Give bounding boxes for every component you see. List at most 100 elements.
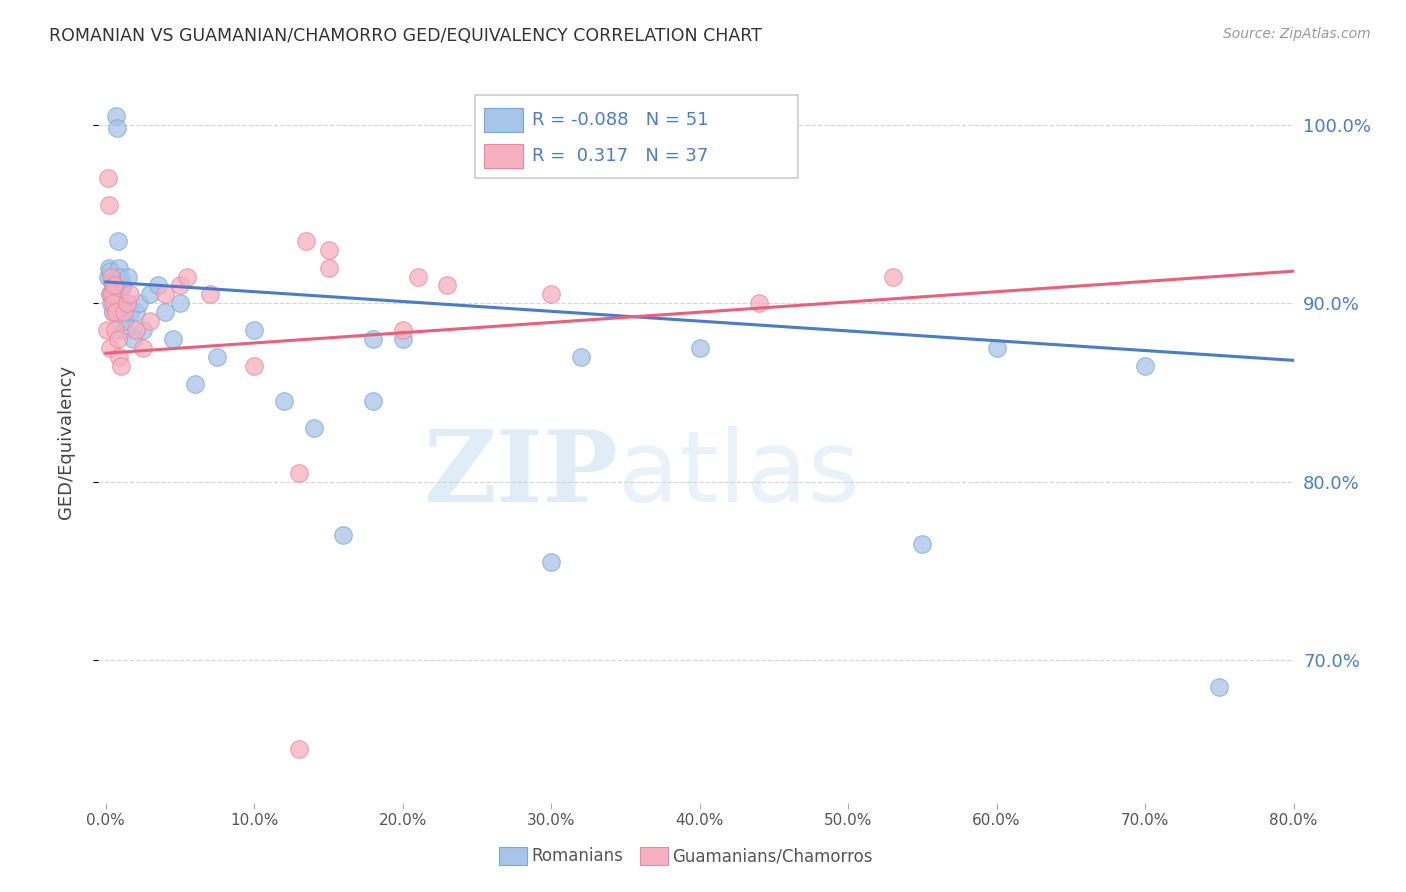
Point (101, 305, 124, 319)
Point (146, 278, 169, 293)
Point (184, 376, 207, 391)
Point (103, 296, 125, 310)
Point (118, 287, 141, 301)
Point (101, 287, 124, 301)
Point (540, 287, 562, 301)
Point (97, 198, 120, 212)
Point (96, 323, 118, 337)
Text: ZIP: ZIP (423, 425, 619, 523)
Point (121, 332, 143, 346)
Point (295, 234, 318, 248)
Text: Source: ZipAtlas.com: Source: ZipAtlas.com (1223, 27, 1371, 41)
Text: R =  0.317   N = 37: R = 0.317 N = 37 (533, 147, 709, 165)
Point (391, 332, 413, 346)
Point (689, 341, 711, 355)
Point (117, 269, 139, 284)
Point (105, 305, 128, 319)
Point (332, 528, 354, 542)
Point (107, 287, 129, 301)
Point (162, 332, 184, 346)
Point (569, 350, 592, 364)
Point (98, 341, 121, 355)
Point (540, 555, 562, 569)
Point (406, 269, 429, 284)
Point (97, 171, 120, 186)
Point (139, 287, 162, 301)
Point (107, 234, 129, 248)
Point (132, 341, 155, 355)
FancyBboxPatch shape (475, 95, 797, 178)
Y-axis label: GED/Equivalency: GED/Equivalency (56, 365, 75, 518)
Point (114, 314, 136, 328)
Point (139, 314, 162, 328)
Point (110, 359, 132, 373)
Point (107, 332, 129, 346)
Point (110, 293, 132, 307)
FancyBboxPatch shape (485, 108, 523, 132)
Point (101, 282, 124, 296)
Point (98, 287, 121, 301)
Point (100, 296, 122, 310)
Text: Guamanians/Chamorros: Guamanians/Chamorros (672, 847, 873, 865)
Point (176, 269, 198, 284)
Point (115, 296, 138, 310)
Point (361, 394, 384, 409)
Point (103, 278, 125, 293)
Point (169, 278, 191, 293)
Point (318, 260, 340, 275)
Point (436, 278, 458, 293)
Point (288, 742, 311, 756)
Point (100, 269, 122, 284)
Point (391, 323, 413, 337)
Point (155, 287, 177, 301)
Point (124, 305, 146, 319)
Point (1133, 359, 1156, 373)
Point (288, 466, 311, 480)
Point (104, 291, 127, 305)
Point (882, 269, 904, 284)
Text: atlas: atlas (619, 425, 860, 523)
Point (111, 278, 134, 293)
Point (112, 305, 135, 319)
Point (243, 359, 266, 373)
Point (101, 275, 124, 289)
Point (986, 341, 1008, 355)
Point (1208, 680, 1230, 694)
Point (108, 350, 131, 364)
Point (911, 537, 934, 551)
Point (97, 269, 120, 284)
Point (103, 305, 125, 319)
Text: Romanians: Romanians (531, 847, 623, 865)
Point (112, 323, 135, 337)
Point (105, 109, 128, 123)
Point (108, 260, 131, 275)
Point (361, 332, 384, 346)
Point (104, 323, 127, 337)
Point (105, 121, 128, 136)
Point (243, 323, 266, 337)
Point (273, 394, 295, 409)
Point (198, 287, 221, 301)
Point (111, 305, 134, 319)
Point (97, 260, 120, 275)
Point (118, 305, 141, 319)
Point (98, 287, 121, 301)
FancyBboxPatch shape (485, 144, 523, 169)
Point (155, 305, 177, 319)
Point (748, 296, 770, 310)
Point (128, 296, 150, 310)
Point (124, 323, 146, 337)
Point (302, 421, 325, 435)
Text: ROMANIAN VS GUAMANIAN/CHAMORRO GED/EQUIVALENCY CORRELATION CHART: ROMANIAN VS GUAMANIAN/CHAMORRO GED/EQUIV… (49, 27, 762, 45)
Point (108, 269, 131, 284)
Point (205, 350, 228, 364)
Point (318, 243, 340, 257)
Point (169, 296, 191, 310)
Point (104, 300, 127, 314)
Point (115, 296, 138, 310)
Point (110, 282, 132, 296)
Point (132, 323, 155, 337)
Text: R = -0.088   N = 51: R = -0.088 N = 51 (533, 111, 709, 129)
Point (98, 264, 121, 278)
Point (103, 278, 125, 293)
